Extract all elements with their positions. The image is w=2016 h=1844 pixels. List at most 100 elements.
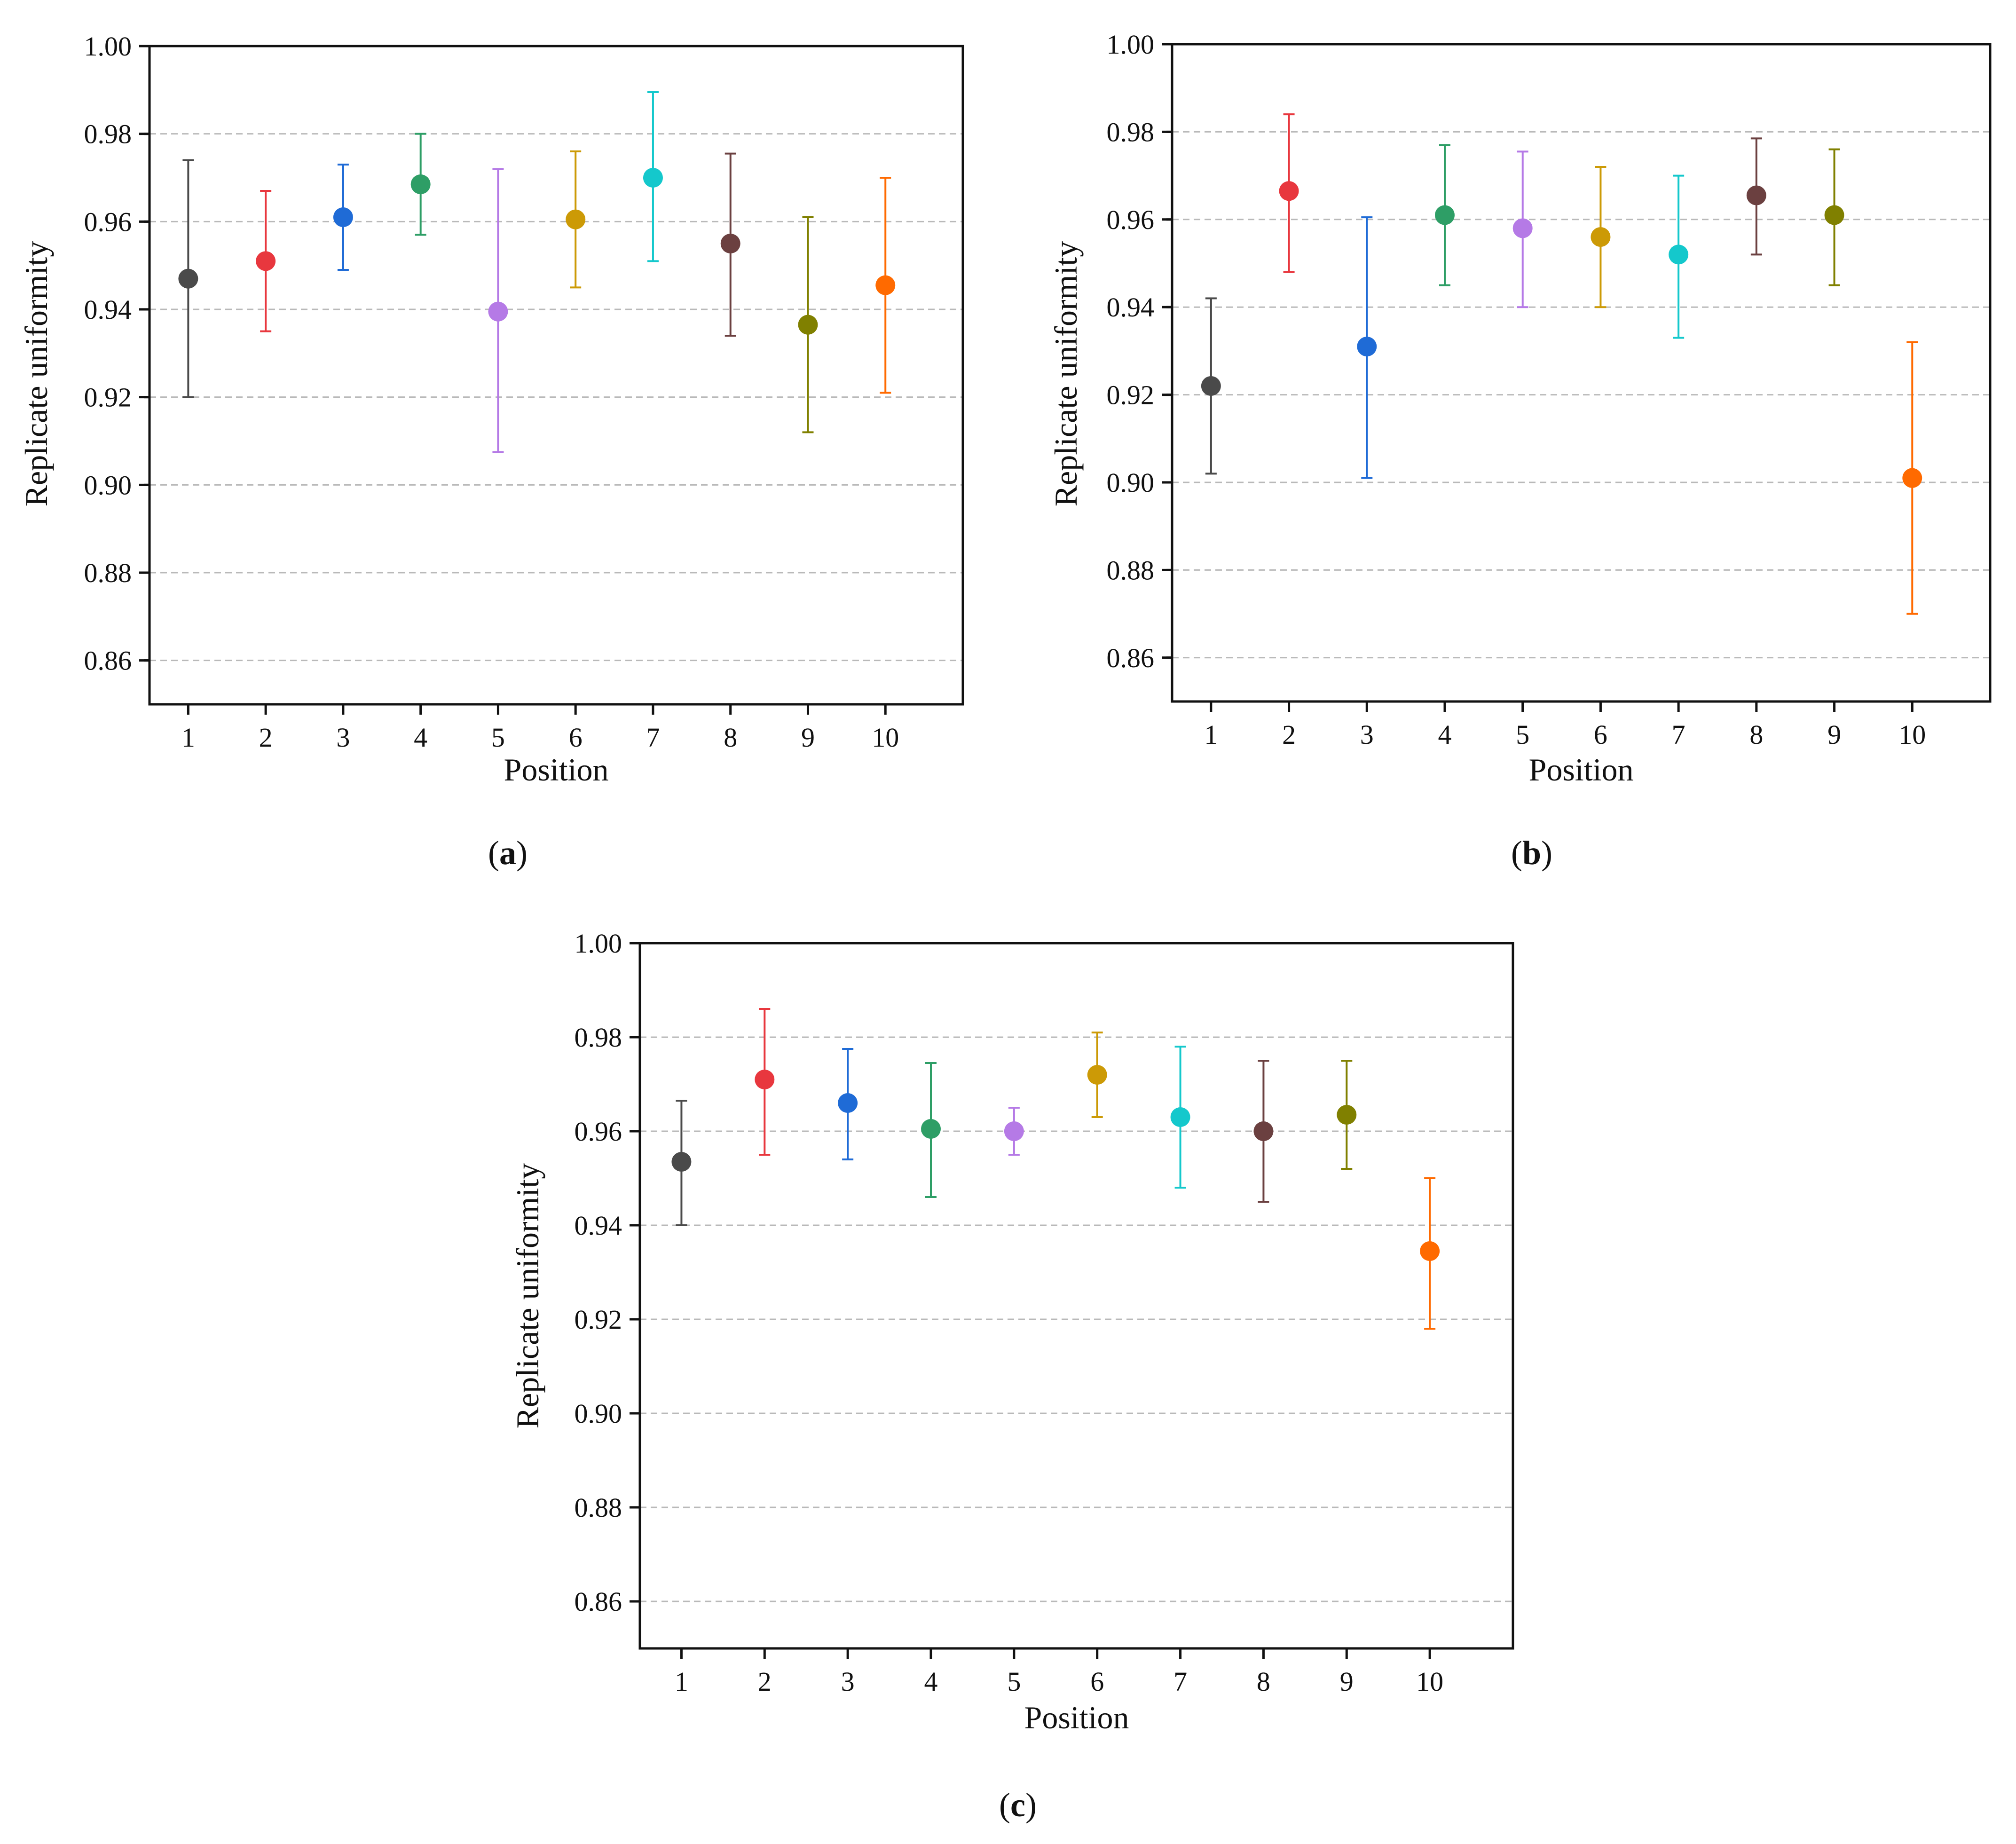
plot-frame [148,45,964,706]
panel-label-letter: a [499,834,516,872]
panel-label-open: ( [1511,834,1522,872]
data-point [333,207,353,227]
y-tick-label: 0.96 [1107,205,1155,235]
data-point [1253,1121,1274,1141]
chart-panel-a: 0.86 0.88 0.90 0.92 0.94 0.96 0.98 1.00 1 2 3 4 5 6 7 8… [18,31,964,872]
x-tick-label: 6 [569,722,583,753]
x-tick-label: 7 [646,722,660,753]
y-tick-label: 0.98 [84,119,132,150]
data-point [1669,244,1689,265]
y-tick-label: 0.88 [1107,555,1155,585]
x-axis-title: Position [1024,1700,1129,1735]
y-axis-title: Replicate uniformity [1048,241,1084,507]
panel-label-letter: c [1010,1786,1025,1824]
x-tick-label: 7 [1173,1666,1187,1697]
data-point [178,268,198,289]
data-point [755,1070,775,1089]
x-tick-label: 1 [675,1666,688,1697]
y-tick-label: 0.88 [84,558,132,588]
data-point [1746,185,1766,205]
x-tick-label: 3 [841,1666,855,1697]
x-tick-label: 8 [1749,719,1763,750]
x-tick-label: 2 [1282,719,1296,750]
panel-label-close: ) [516,834,528,872]
x-tick-label: 6 [1090,1666,1104,1697]
data-point [1512,218,1533,238]
data-point [488,301,508,322]
x-tick-label: 9 [1340,1666,1354,1697]
panel-label-open: ( [999,1786,1010,1824]
chart-panel-b: 0.86 0.88 0.90 0.92 0.94 0.96 0.98 1.00 1 2 3 4 5 6 7 8… [1048,29,1992,872]
y-axis-title: Replicate uniformity [510,1163,545,1429]
y-tick-label: 0.92 [1107,380,1155,410]
x-tick-label: 1 [181,722,195,753]
x-tick-label: 8 [724,722,737,753]
x-tick-label: 5 [491,722,505,753]
y-tick-label: 0.92 [84,382,132,413]
x-tick-label: 5 [1516,719,1529,750]
x-tick-label: 5 [1007,1666,1021,1697]
y-tick-label: 0.86 [575,1586,622,1617]
y-tick-label: 0.92 [575,1304,622,1335]
y-tick-label: 0.98 [1107,117,1155,147]
data-point [921,1119,941,1139]
y-tick-label: 0.94 [575,1210,622,1241]
y-tick-label: 0.88 [575,1492,622,1523]
data-point [838,1093,858,1113]
x-tick-label: 6 [1594,719,1607,750]
data-point [875,275,896,295]
y-tick-label: 1.00 [1107,29,1155,60]
x-tick-label: 4 [414,722,427,753]
x-tick-label: 2 [259,722,273,753]
panel-label-letter: b [1522,834,1541,872]
y-tick-label: 0.86 [1107,643,1155,673]
x-tick-label: 4 [1438,719,1452,750]
x-tick-label: 3 [1360,719,1374,750]
data-point [256,251,276,271]
data-point [1279,181,1299,201]
y-tick-label: 0.98 [575,1022,622,1053]
panel-label: (c) [999,1786,1037,1824]
x-tick-label: 8 [1257,1666,1270,1697]
panel-label: (b) [1511,834,1552,872]
data-point [1902,468,1922,488]
x-tick-label: 9 [801,722,815,753]
panel-label-close: ) [1025,1786,1037,1824]
y-tick-label: 0.86 [84,646,132,676]
x-tick-label: 7 [1672,719,1685,750]
x-tick-label: 10 [872,722,899,753]
data-point [1591,227,1611,247]
plot-frame [1171,43,1992,703]
data-point [1420,1241,1440,1261]
y-tick-label: 0.90 [575,1398,622,1429]
x-tick-label: 10 [1898,719,1926,750]
x-axis-title: Position [504,752,609,788]
y-tick-label: 0.96 [84,206,132,237]
panel-label-close: ) [1541,834,1552,872]
data-point [798,315,818,335]
panel-label-open: ( [488,834,499,872]
y-tick-label: 1.00 [84,31,132,62]
data-point [643,168,663,188]
x-tick-label: 4 [924,1666,938,1697]
x-tick-label: 3 [336,722,350,753]
data-point [410,174,431,194]
x-tick-label: 2 [758,1666,772,1697]
plot-frame [638,942,1514,1650]
panel-label: (a) [488,834,528,872]
y-tick-label: 0.90 [84,470,132,500]
y-tick-label: 0.90 [1107,467,1155,498]
x-tick-label: 9 [1827,719,1841,750]
x-tick-label: 1 [1204,719,1218,750]
data-point [720,234,740,253]
y-tick-label: 0.94 [84,294,132,325]
y-tick-label: 1.00 [575,928,622,959]
data-point [1087,1065,1107,1085]
data-point [671,1152,692,1172]
chart-panel-c: 0.86 0.88 0.90 0.92 0.94 0.96 0.98 1.00 1 2 3 4 5 6 7 8… [510,928,1514,1824]
x-axis-title: Position [1529,752,1634,788]
y-tick-label: 0.94 [1107,292,1155,323]
data-point [566,209,586,229]
data-point [1824,205,1844,225]
